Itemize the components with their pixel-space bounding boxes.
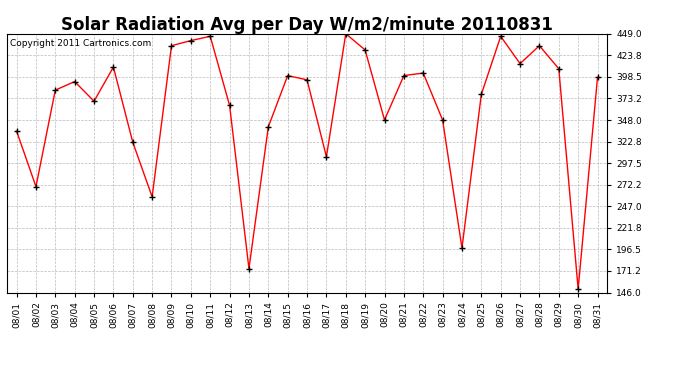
Text: Copyright 2011 Cartronics.com: Copyright 2011 Cartronics.com <box>10 39 151 48</box>
Title: Solar Radiation Avg per Day W/m2/minute 20110831: Solar Radiation Avg per Day W/m2/minute … <box>61 16 553 34</box>
